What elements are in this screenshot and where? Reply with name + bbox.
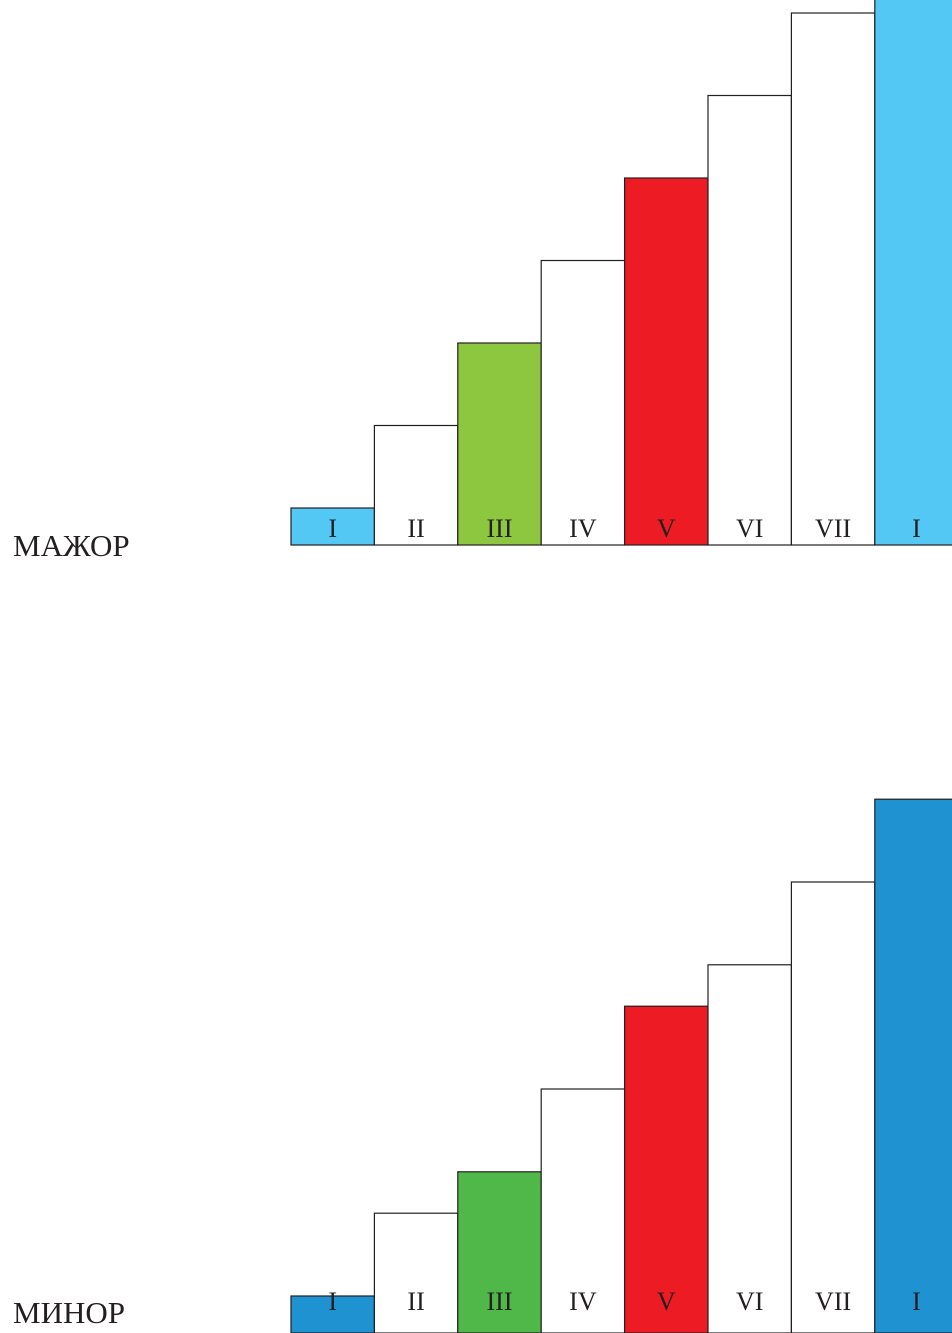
minor-step-8-bar xyxy=(874,798,952,1333)
minor-degree-4-label: IV xyxy=(569,1287,597,1316)
minor-scale-steps: I II III IV V VI VII I xyxy=(290,798,952,1333)
minor-degree-7-label: VII xyxy=(815,1287,851,1316)
minor-degree-8-label: I xyxy=(912,1287,921,1316)
major-degree-7-label: VII xyxy=(815,514,851,543)
minor-step-5-bar xyxy=(623,1005,709,1333)
minor-step-3-bar xyxy=(457,1171,542,1333)
major-degree-4-label: IV xyxy=(569,514,597,543)
major-degree-5-label: V xyxy=(657,514,676,543)
minor-step-6-bar xyxy=(707,964,793,1333)
major-degree-2-label: II xyxy=(407,514,424,543)
minor-degree-6-label: VI xyxy=(736,1287,763,1316)
major-step-8-bar xyxy=(874,0,952,546)
major-scale-label: МАЖОР xyxy=(13,528,130,563)
major-degree-3-label: III xyxy=(487,514,513,543)
major-degree-6-label: VI xyxy=(736,514,763,543)
major-degree-8-label: I xyxy=(912,514,921,543)
minor-degree-2-label: II xyxy=(407,1287,424,1316)
major-step-3-bar xyxy=(457,342,542,546)
minor-step-2-bar xyxy=(373,1212,459,1333)
major-step-2-bar xyxy=(373,424,459,546)
major-step-7-bar xyxy=(790,12,876,546)
major-scale-group: МАЖОР I II III IV V VI VII I xyxy=(13,0,952,563)
major-step-4-bar xyxy=(540,259,626,546)
major-degree-1-label: I xyxy=(328,514,337,543)
minor-degree-5-label: V xyxy=(657,1287,676,1316)
minor-degree-1-label: I xyxy=(328,1287,337,1316)
minor-scale-group: МИНОР I II III IV V VI VII I xyxy=(13,798,952,1333)
major-scale-steps: I II III IV V VI VII I xyxy=(290,0,952,546)
minor-step-7-bar xyxy=(790,881,876,1333)
major-step-1-bar xyxy=(290,507,376,546)
minor-scale-label: МИНОР xyxy=(13,1295,125,1330)
major-step-6-bar xyxy=(707,94,793,546)
minor-degree-3-label: III xyxy=(487,1287,513,1316)
major-step-5-bar xyxy=(623,177,709,546)
